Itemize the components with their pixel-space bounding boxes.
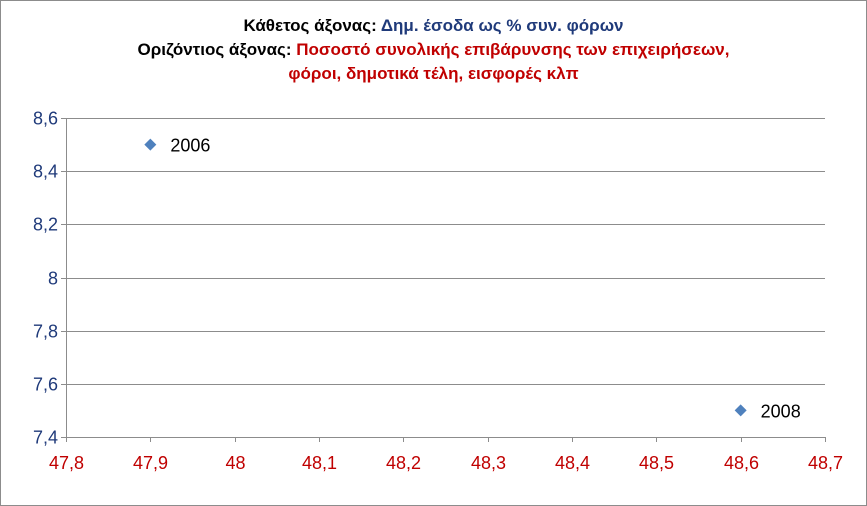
x-tick-label-5: 48,3 xyxy=(471,453,506,473)
y-tick-label-4: 8,2 xyxy=(33,215,58,235)
x-tick-label-6: 48,4 xyxy=(555,453,590,473)
data-point-2008 xyxy=(734,404,747,417)
y-tick-label-3: 8 xyxy=(48,269,58,289)
title-horizontal-prefix: Οριζόντιος άξονας: xyxy=(137,40,297,59)
x-tick-label-3: 48,1 xyxy=(302,453,337,473)
y-tick-label-2: 7,8 xyxy=(33,322,58,342)
x-tick-label-0: 47,8 xyxy=(49,453,84,473)
y-tick-label-0: 7,4 xyxy=(33,428,58,448)
y-tick-label-1: 7,6 xyxy=(33,375,58,395)
title-horizontal-value-cont: φόροι, δημοτικά τέλη, εισφορές κλπ xyxy=(288,64,579,83)
x-tick-label-1: 47,9 xyxy=(133,453,168,473)
title-vertical-prefix: Κάθετος άξονας: xyxy=(243,16,381,35)
title-line-vertical-axis: Κάθετος άξονας: Δημ. έσοδα ως % συν. φόρ… xyxy=(0,14,867,38)
x-tick-label-2: 48 xyxy=(225,453,245,473)
x-tick-label-7: 48,5 xyxy=(639,453,674,473)
title-horizontal-value: Ποσοστό συνολικής επιβάρυνσης των επιχει… xyxy=(296,40,730,59)
data-label-2006: 2006 xyxy=(170,136,210,156)
x-tick-label-8: 48,6 xyxy=(724,453,759,473)
x-tick-label-4: 48,2 xyxy=(386,453,421,473)
y-tick-label-5: 8,4 xyxy=(33,162,58,182)
chart-title: Κάθετος άξονας: Δημ. έσοδα ως % συν. φόρ… xyxy=(0,14,867,86)
data-label-2008: 2008 xyxy=(761,401,801,421)
y-tick-label-6: 8,6 xyxy=(33,109,58,129)
data-point-2006 xyxy=(144,138,157,151)
x-tick-label-9: 48,7 xyxy=(808,453,843,473)
title-line-horizontal-axis-cont: φόροι, δημοτικά τέλη, εισφορές κλπ xyxy=(0,62,867,86)
title-vertical-value: Δημ. έσοδα ως % συν. φόρων xyxy=(380,16,624,35)
title-line-horizontal-axis: Οριζόντιος άξονας: Ποσοστό συνολικής επι… xyxy=(0,38,867,62)
